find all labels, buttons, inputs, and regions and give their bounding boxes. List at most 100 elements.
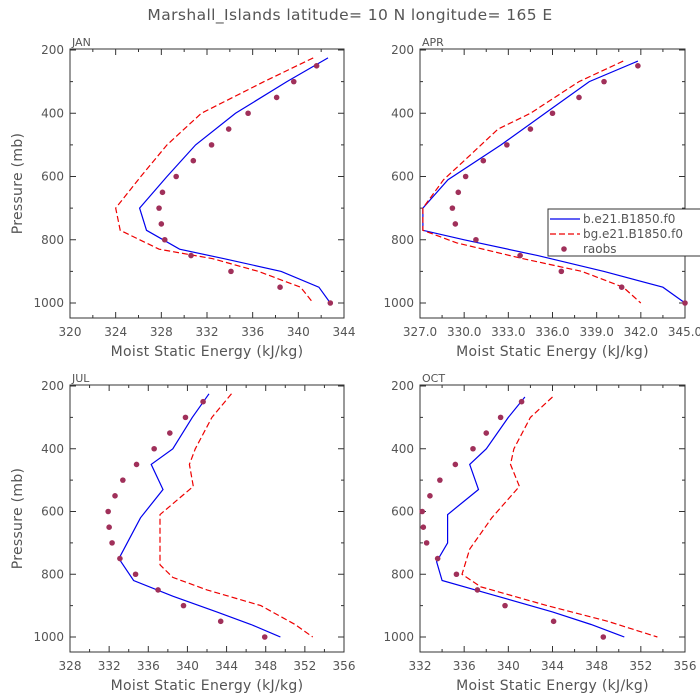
raobs-point: [313, 63, 320, 69]
raobs-point: [453, 571, 460, 578]
raobs-point: [449, 205, 456, 211]
y-tick-label: 200: [391, 379, 414, 393]
x-tick-label: 344: [333, 325, 356, 339]
raobs-point: [452, 461, 459, 468]
raobs-point: [576, 94, 582, 101]
series-line-b: [422, 60, 642, 304]
series-line-a: [422, 60, 685, 304]
x-tick-label: 352: [293, 659, 316, 673]
raobs-point: [167, 430, 173, 436]
x-tick-label: 320: [59, 325, 82, 339]
series-line-b: [159, 393, 314, 638]
x-tick-label: 332: [98, 659, 121, 673]
raobs-point: [161, 236, 168, 243]
raobs-point: [517, 252, 523, 259]
raobs-point: [182, 414, 189, 421]
x-tick-label: 339.0: [579, 325, 613, 339]
y-tick-label: 600: [41, 505, 64, 519]
chart-title: Marshall_Islands latitude= 10 N longitud…: [147, 6, 552, 25]
panel-jan: JAN 320 324 328 332 336 340 344 200 400 600 800 1000…: [10, 36, 355, 360]
x-tick-label: 328: [59, 659, 82, 673]
panel-apr: APR 327.0 330.0 333.0 336.0 339.0 342.0 345.0 20…: [383, 36, 700, 360]
x-tick-label: 342.0: [624, 325, 658, 339]
x-tick-label: 352: [629, 659, 652, 673]
panel-label: APR: [422, 36, 444, 49]
plot-frame: [419, 48, 686, 319]
raobs-point: [600, 634, 607, 640]
raobs-point: [682, 300, 688, 306]
raobs-point: [452, 221, 459, 227]
raobs-point: [245, 110, 251, 117]
raobs-point: [455, 189, 462, 196]
y-tick-label: 800: [391, 233, 414, 247]
x-tick-label: 340: [287, 325, 310, 339]
raobs-point: [618, 284, 625, 290]
raobs-point: [502, 602, 508, 609]
series-line-a: [138, 57, 331, 304]
raobs-point: [434, 555, 441, 562]
x-tick-label: 332: [196, 325, 219, 339]
x-tick-label: 345.0: [668, 325, 700, 339]
raobs-point: [550, 618, 557, 625]
raobs-point: [200, 398, 206, 405]
x-tick-label: 324: [104, 325, 127, 339]
y-tick-label: 800: [41, 233, 64, 247]
raobs-point: [527, 126, 534, 132]
raobs-point: [155, 587, 161, 593]
x-tick-label: 332: [409, 659, 432, 673]
raobs-point: [427, 493, 433, 499]
raobs-point: [109, 540, 115, 546]
raobs-point: [228, 268, 234, 275]
x-tick-label: 336.0: [535, 325, 569, 339]
raobs-point: [504, 142, 510, 148]
x-axis-title: Moist Static Energy (kJ/kg): [456, 344, 649, 360]
series-line-a: [118, 393, 281, 638]
series-line-b: [461, 396, 658, 638]
raobs-point: [151, 445, 157, 452]
x-tick-label: 340: [497, 659, 520, 673]
raobs-point: [217, 618, 224, 625]
x-tick-label: 348: [254, 659, 277, 673]
x-tick-label: 328: [150, 325, 173, 339]
raobs-point: [156, 205, 162, 211]
raobs-point: [558, 268, 565, 275]
raobs-point: [273, 94, 280, 101]
x-tick-label: 344: [541, 659, 564, 673]
y-tick-label: 800: [41, 567, 64, 581]
raobs-point: [120, 477, 126, 483]
x-tick-label: 356: [333, 659, 356, 673]
raobs-point: [208, 142, 215, 148]
y-tick-label: 1000: [383, 630, 414, 644]
x-tick-label: 336: [137, 659, 160, 673]
x-tick-label: 340: [176, 659, 199, 673]
raobs-point: [518, 398, 525, 405]
raobs-point: [277, 284, 283, 290]
panel-jul: JUL 328 332 336 340 344 348 352 356 200 400 600 800 1…: [10, 372, 355, 694]
raobs-point: [462, 173, 469, 180]
raobs-point: [290, 78, 297, 85]
x-axis-title: Moist Static Energy (kJ/kg): [111, 678, 304, 694]
raobs-point: [437, 477, 443, 483]
raobs-point: [225, 126, 232, 132]
x-tick-label: 344: [215, 659, 238, 673]
legend-box: [547, 208, 700, 257]
x-axis-title: Moist Static Energy (kJ/kg): [111, 344, 304, 360]
raobs-point: [483, 430, 490, 436]
legend-label: bg.e21.B1850.f0: [583, 227, 683, 241]
y-tick-label: 1000: [33, 296, 64, 310]
raobs-point: [132, 571, 139, 578]
raobs-point: [190, 157, 197, 164]
y-tick-label: 400: [391, 442, 414, 456]
y-tick-label: 400: [41, 106, 64, 120]
panel-label: JUL: [71, 372, 90, 385]
raobs-point: [188, 252, 194, 259]
y-tick-label: 1000: [383, 296, 414, 310]
x-tick-label: 327.0: [403, 325, 437, 339]
y-tick-label: 600: [391, 170, 414, 184]
y-tick-label: 600: [391, 505, 414, 519]
raobs-point: [420, 524, 427, 530]
raobs-point: [133, 461, 140, 468]
y-tick-label: 1000: [33, 630, 64, 644]
y-tick-label: 200: [41, 379, 64, 393]
y-tick-label: 200: [391, 43, 414, 57]
